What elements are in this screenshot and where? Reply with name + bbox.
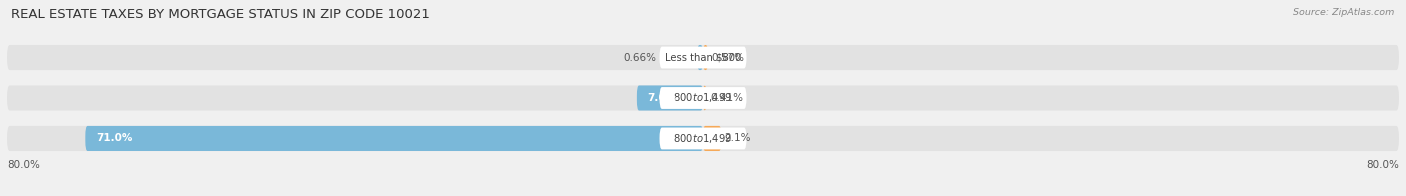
FancyBboxPatch shape — [697, 45, 703, 70]
Text: 71.0%: 71.0% — [96, 133, 132, 143]
FancyBboxPatch shape — [659, 47, 747, 68]
Text: Source: ZipAtlas.com: Source: ZipAtlas.com — [1294, 8, 1395, 17]
Text: Less than $800: Less than $800 — [665, 53, 741, 63]
Text: 2.1%: 2.1% — [724, 133, 751, 143]
FancyBboxPatch shape — [7, 126, 1399, 151]
Text: $800 to $1,499: $800 to $1,499 — [673, 92, 733, 104]
Text: 0.57%: 0.57% — [711, 53, 744, 63]
Text: 0.41%: 0.41% — [710, 93, 742, 103]
Text: 80.0%: 80.0% — [7, 160, 39, 170]
FancyBboxPatch shape — [637, 85, 703, 111]
FancyBboxPatch shape — [703, 126, 721, 151]
FancyBboxPatch shape — [659, 87, 747, 109]
Text: 80.0%: 80.0% — [1367, 160, 1399, 170]
Text: 0.66%: 0.66% — [623, 53, 657, 63]
FancyBboxPatch shape — [703, 45, 709, 70]
FancyBboxPatch shape — [7, 85, 1399, 111]
FancyBboxPatch shape — [703, 85, 707, 111]
Text: REAL ESTATE TAXES BY MORTGAGE STATUS IN ZIP CODE 10021: REAL ESTATE TAXES BY MORTGAGE STATUS IN … — [11, 8, 430, 21]
FancyBboxPatch shape — [659, 128, 747, 149]
FancyBboxPatch shape — [7, 45, 1399, 70]
FancyBboxPatch shape — [86, 126, 703, 151]
Text: 7.6%: 7.6% — [647, 93, 676, 103]
Text: $800 to $1,499: $800 to $1,499 — [673, 132, 733, 145]
